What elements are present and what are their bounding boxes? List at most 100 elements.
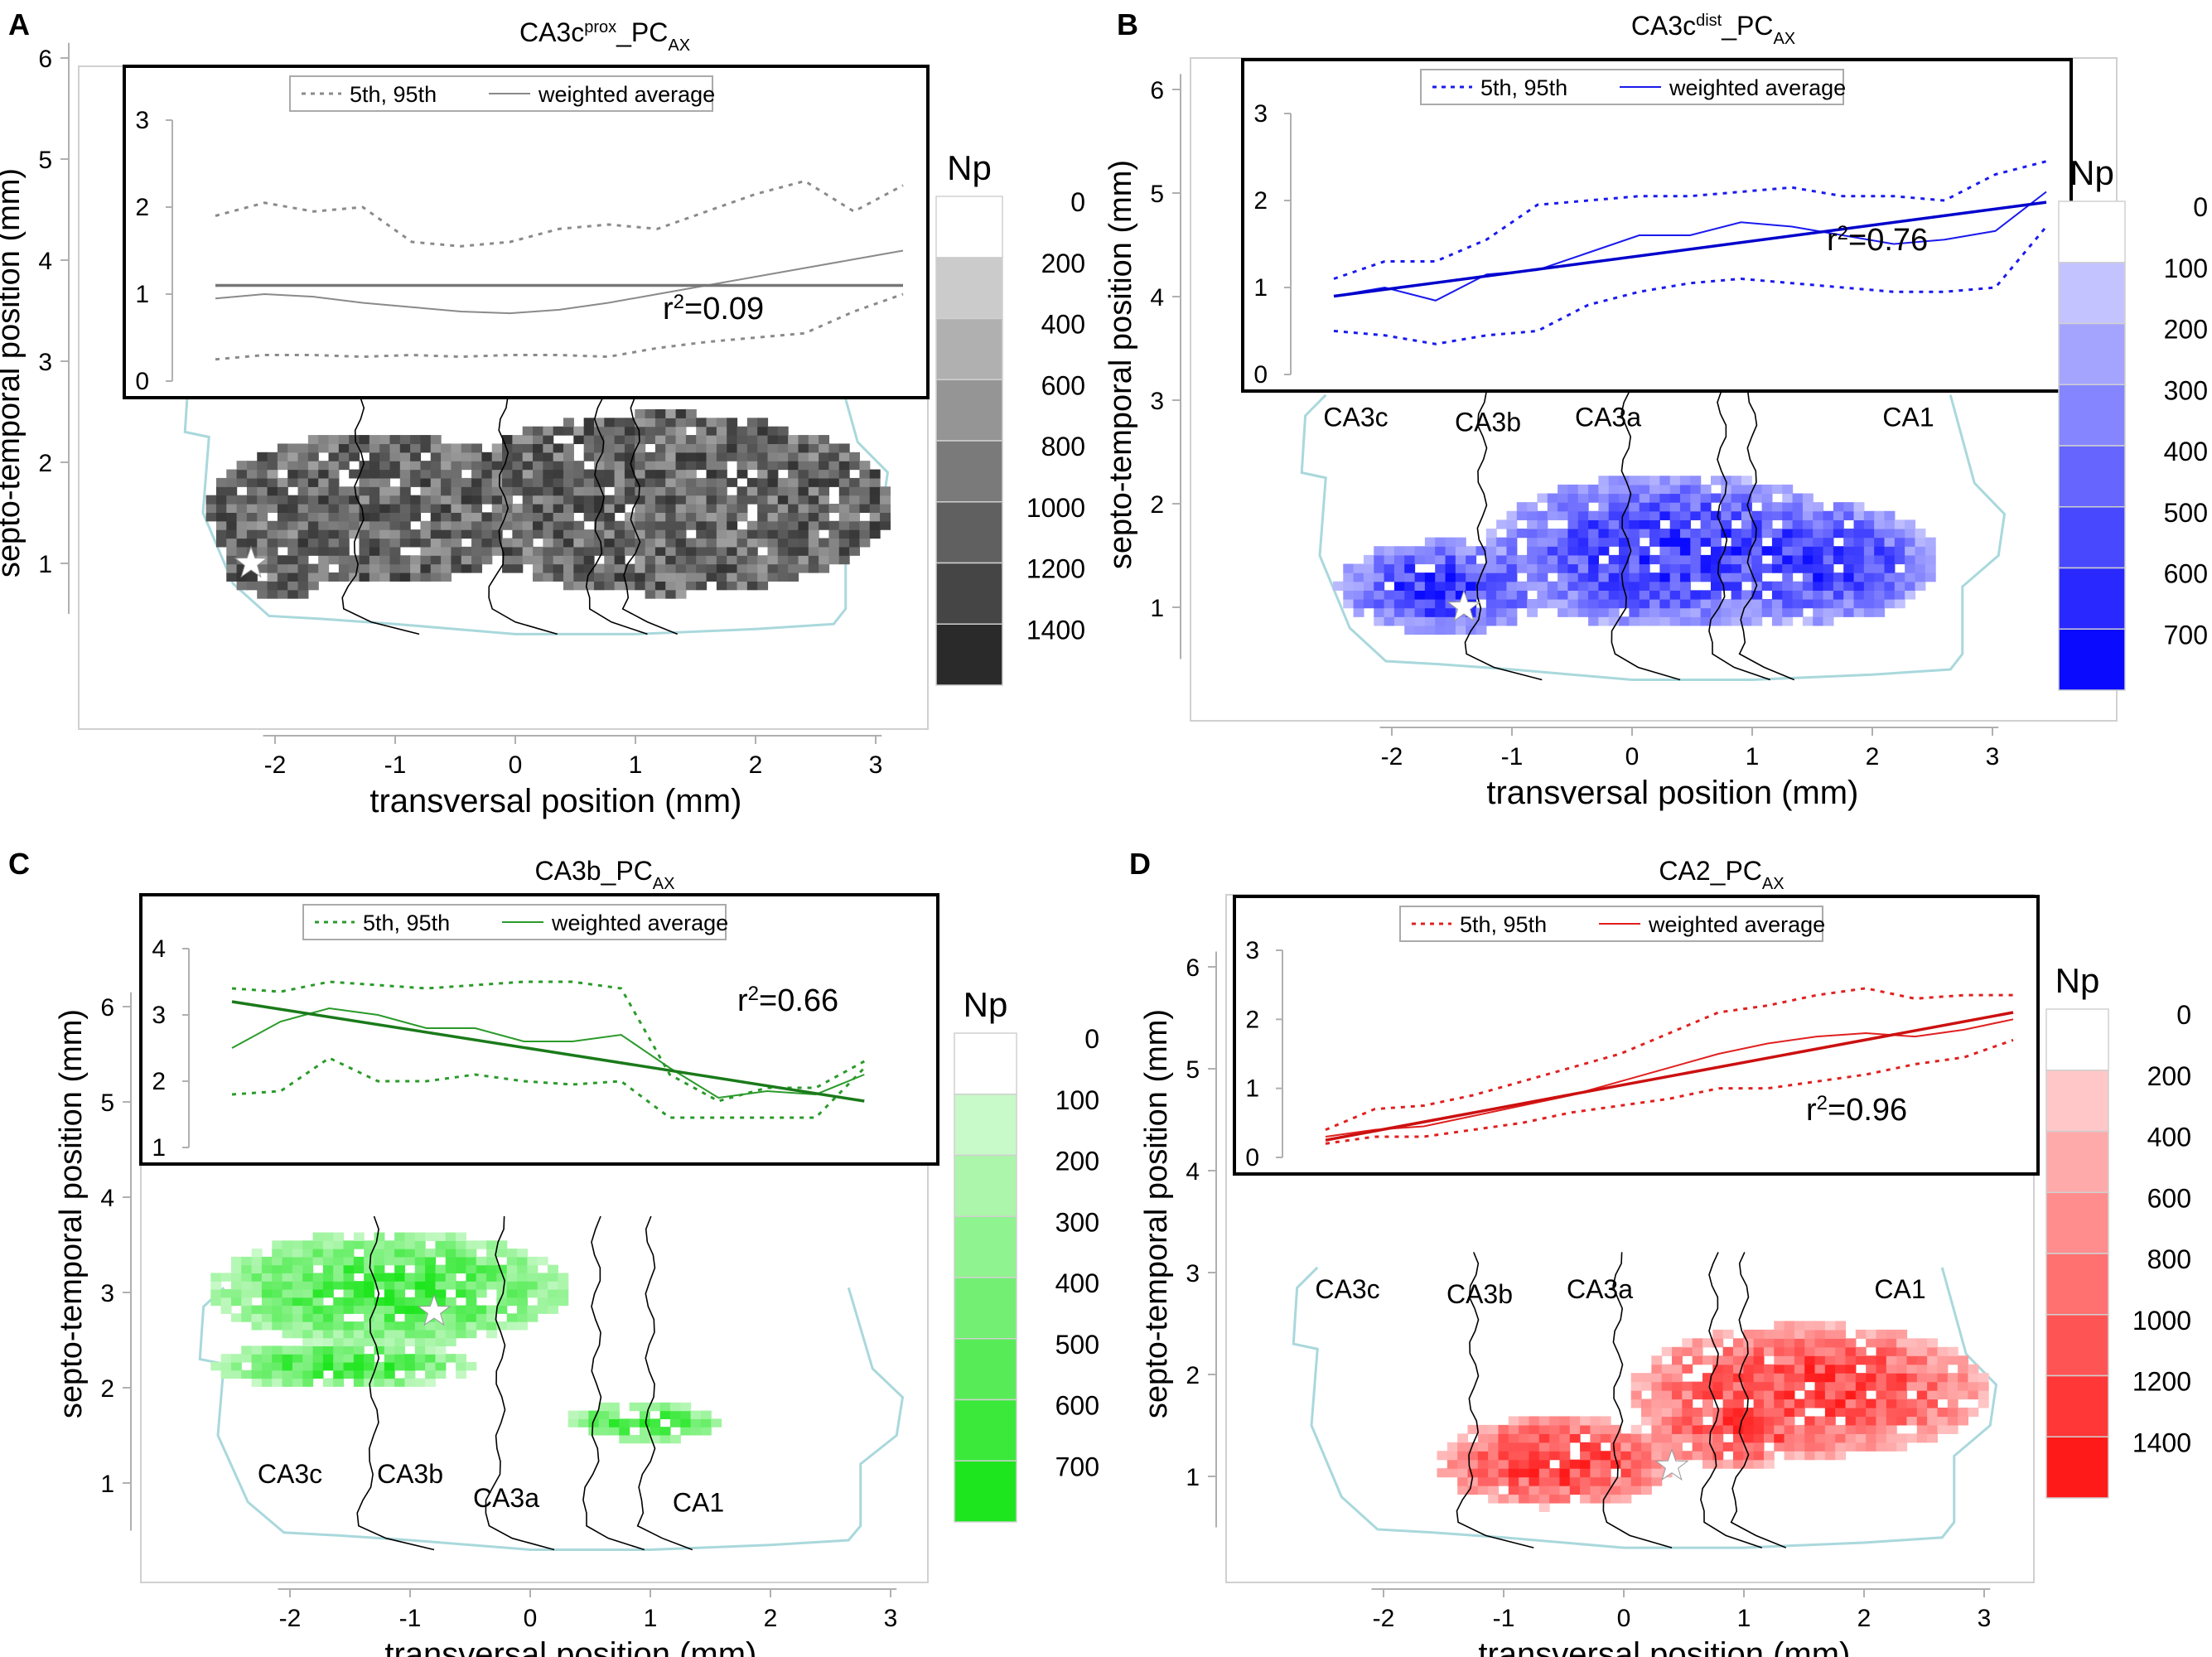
star-marker [1446, 589, 1481, 622]
heatmap-cell [1743, 1424, 1755, 1434]
heatmap-cell [1906, 1399, 1918, 1408]
region-boundary [1456, 1252, 1534, 1548]
heatmap-cell [414, 1305, 426, 1314]
heatmap-cell [1794, 1424, 1805, 1434]
heatmap-cell [517, 1321, 528, 1331]
region-boundary [582, 1215, 645, 1551]
heatmap-cell [257, 477, 268, 487]
heatmap-cell [389, 452, 401, 461]
heatmap-cell [481, 546, 493, 556]
heatmap-cell [819, 486, 830, 496]
heatmap-cell [1702, 1373, 1713, 1383]
heatmap-cell [685, 563, 697, 573]
heatmap-cell [757, 452, 769, 461]
heatmap-cell [1508, 1416, 1519, 1426]
heatmap-cell [349, 504, 360, 513]
heatmap-cell [1855, 1355, 1867, 1365]
heatmap-cell [456, 1240, 467, 1249]
r2-sup: 2 [748, 983, 759, 1005]
heatmap-cell [553, 538, 564, 548]
heatmap-cell [665, 538, 677, 548]
heatmap-cell [777, 504, 789, 513]
heatmap-cell [226, 504, 238, 513]
heatmap-cell [502, 546, 513, 556]
heatmap-cell [1682, 1338, 1693, 1348]
heatmap-cell [1853, 581, 1865, 591]
heatmap-cell [1886, 1355, 1897, 1365]
heatmap-cell [706, 520, 717, 530]
heatmap-cell [1771, 502, 1783, 512]
heatmap-cell [1906, 1346, 1918, 1356]
heatmap-cell [1629, 529, 1640, 539]
heatmap-cell [819, 538, 830, 548]
heatmap-cell [737, 529, 748, 539]
heatmap-cell [1577, 590, 1589, 600]
heatmap-cell [1414, 572, 1426, 582]
heatmap-cell [230, 1264, 242, 1274]
colorbar-swatch [2058, 628, 2126, 691]
heatmap-cell [604, 443, 616, 453]
heatmap-cell [282, 1297, 293, 1307]
heatmap-cell [1866, 1355, 1877, 1365]
heatmap-cell [543, 469, 554, 479]
heatmap-cell [1488, 1494, 1500, 1504]
heatmap-cell [1702, 1459, 1713, 1469]
heatmap-cell [1845, 1381, 1857, 1391]
heatmap-cell [727, 529, 738, 539]
region-boundary [1730, 1252, 1787, 1548]
heatmap-cell [1506, 537, 1518, 547]
heatmap-cell [302, 1256, 314, 1266]
heatmap-cell [451, 486, 462, 496]
heatmap-cell [1424, 616, 1436, 626]
heatmap-cell [410, 572, 422, 582]
heatmap-cell [1751, 563, 1763, 573]
heatmap-cell [287, 538, 299, 548]
heatmap-cell [869, 504, 881, 513]
heatmap-cell [1682, 1346, 1693, 1356]
r2-r: r [1806, 1093, 1817, 1128]
heatmap-cell [1577, 546, 1589, 556]
heatmap-cell [1527, 607, 1538, 617]
heatmap-cell [1669, 572, 1681, 582]
heatmap-cell [230, 1273, 242, 1282]
heatmap-cell [593, 477, 605, 487]
heatmap-cell [236, 469, 248, 479]
heatmap-cell [1466, 590, 1477, 600]
heatmap-cell [307, 572, 319, 582]
heatmap-cell [1763, 1381, 1775, 1391]
heatmap-cell [292, 1378, 303, 1387]
heatmap-cell [1506, 554, 1518, 565]
heatmap-cell [312, 1313, 324, 1322]
heatmap-cell [364, 1329, 375, 1339]
heatmap-cell [486, 1281, 497, 1290]
heatmap-cell [635, 581, 646, 591]
heatmap-cell [205, 495, 217, 505]
colorbar-level-label: 500 [2164, 498, 2208, 528]
heatmap-cell [1886, 1390, 1897, 1400]
heatmap-cell [808, 435, 819, 445]
heatmap-cell [1424, 554, 1436, 565]
colorbar-level-label: 800 [2147, 1244, 2191, 1274]
heatmap-cell [527, 1256, 539, 1266]
heatmap-cell [1692, 1442, 1703, 1452]
heatmap-cell [414, 1345, 426, 1355]
heatmap-cell [267, 461, 278, 471]
heatmap-cell [1680, 519, 1691, 529]
heatmap-cell [1771, 537, 1783, 547]
heatmap-cell [328, 572, 340, 582]
heatmap-cell [241, 1313, 253, 1322]
heatmap-cell [277, 486, 288, 496]
heatmap-cell [384, 1288, 395, 1298]
heatmap-cell [1905, 590, 1916, 600]
heatmap-cell [624, 452, 635, 461]
colorbar-level-label: 1400 [2132, 1428, 2191, 1457]
heatmap-cell [522, 452, 534, 461]
x-tick-label: 3 [1986, 743, 2000, 771]
heatmap-cell [1792, 607, 1804, 617]
heatmap-cell [696, 461, 708, 471]
heatmap-cell [399, 520, 411, 530]
heatmap-cell [486, 1256, 497, 1266]
heatmap-cell [1672, 1399, 1683, 1408]
heatmap-cell [543, 563, 554, 573]
colorbar-swatch [2045, 1130, 2109, 1193]
